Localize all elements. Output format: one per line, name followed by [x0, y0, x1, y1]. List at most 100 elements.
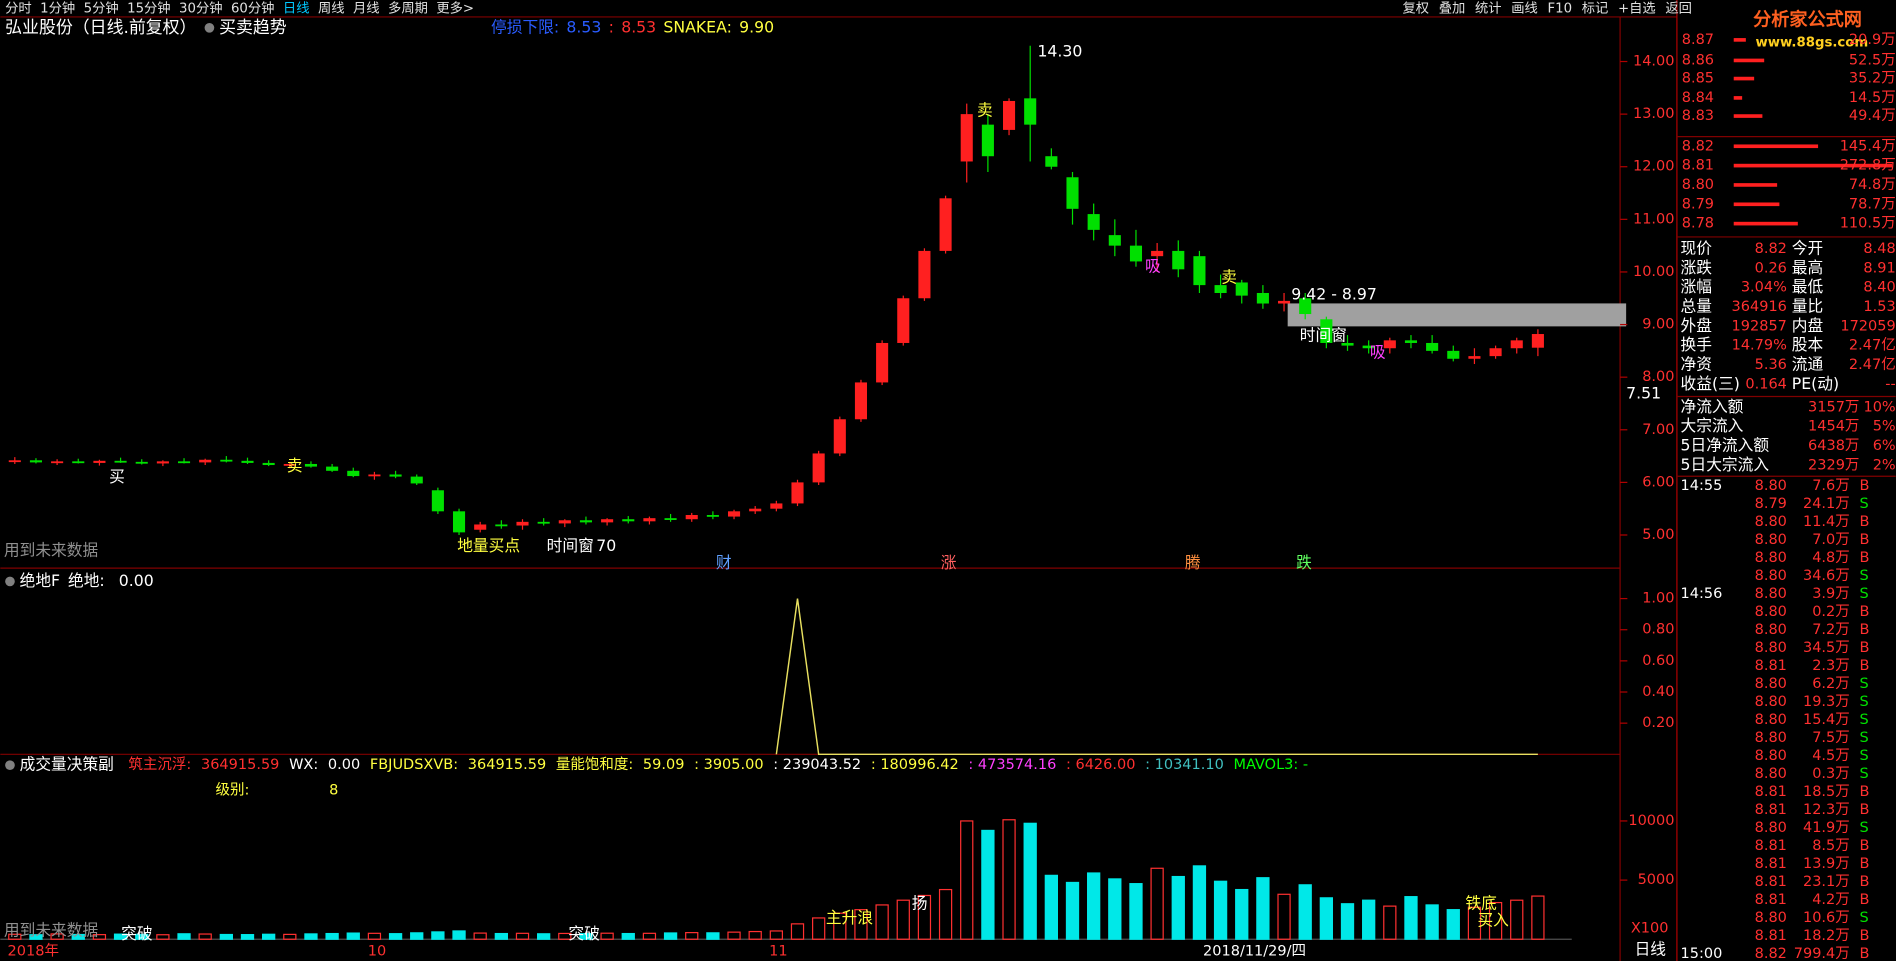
- tick-side: S: [1859, 748, 1868, 764]
- volume-bar: [1235, 888, 1249, 940]
- tick-price: 8.80: [1755, 694, 1787, 710]
- menu-item[interactable]: 15分钟: [127, 0, 170, 16]
- toolbar-item[interactable]: +自选: [1618, 0, 1656, 16]
- toolbar-item[interactable]: 叠加: [1439, 0, 1466, 16]
- tick-side: B: [1859, 856, 1869, 872]
- flow-percent: 10%: [1863, 399, 1895, 415]
- quote-label: 股本: [1792, 335, 1824, 354]
- volume-bar: [113, 933, 128, 940]
- volume-bar: [1340, 903, 1355, 940]
- tick-volume: 2.3万: [1812, 658, 1850, 674]
- volume-stat: 筑主沉浮:: [128, 756, 191, 773]
- quote-label: 外盘: [1681, 316, 1712, 335]
- tick-side: S: [1859, 676, 1868, 692]
- candle-body: [177, 461, 191, 464]
- candle-body: [1256, 292, 1269, 304]
- x-axis-label: 11: [769, 943, 787, 959]
- menu-item[interactable]: 周线: [318, 0, 345, 16]
- toolbar-item[interactable]: 画线: [1511, 0, 1538, 16]
- tick-volume: 7.6万: [1812, 478, 1850, 494]
- tick-time: 15:00: [1681, 946, 1723, 961]
- chart-annotation: 买: [109, 467, 125, 486]
- tick-side: S: [1859, 694, 1868, 710]
- volume-bar: [410, 932, 424, 940]
- tick-volume: 0.2万: [1812, 604, 1850, 620]
- y-tick-label: 10.00: [1633, 264, 1675, 280]
- candle-body: [981, 124, 994, 157]
- candle-body: [833, 419, 846, 454]
- candle-body: [1299, 298, 1312, 315]
- volume-bar: [1383, 905, 1397, 940]
- candle-body: [1489, 348, 1502, 357]
- tick-side: B: [1859, 478, 1869, 494]
- tick-price: 8.80: [1755, 550, 1787, 566]
- volume-stat: : 239043.52: [773, 757, 861, 773]
- menu-item[interactable]: 月线: [353, 0, 380, 16]
- volume-bar: [29, 934, 43, 940]
- volume-bar: [1023, 822, 1037, 940]
- candle-body: [1510, 340, 1523, 349]
- volume-bar: [515, 932, 530, 940]
- tick-side: S: [1859, 910, 1868, 926]
- tick-volume: 15.4万: [1803, 712, 1850, 728]
- volume-annotation: 用到未来数据: [4, 920, 99, 939]
- book-volume-bar: [1733, 183, 1778, 187]
- book-volume: 110.5万: [1840, 216, 1896, 232]
- candle-body: [558, 520, 571, 524]
- candle-body: [1362, 345, 1375, 349]
- volume-bar: [663, 932, 678, 940]
- candle-body: [474, 524, 487, 530]
- volume-stat: 0.00: [328, 757, 360, 773]
- y-tick-label: 13.00: [1633, 106, 1675, 122]
- volume-bar: [1171, 875, 1185, 940]
- menu-item[interactable]: 多周期: [388, 0, 428, 16]
- menu-item[interactable]: 30分钟: [179, 0, 222, 16]
- tick-price: 8.80: [1755, 640, 1787, 656]
- tick-side: B: [1859, 550, 1869, 566]
- volume-bar: [1425, 904, 1439, 940]
- volume-bar: [1510, 899, 1524, 940]
- toolbar-item[interactable]: 复权: [1403, 0, 1430, 16]
- volume-bar: [875, 904, 889, 940]
- flow-value: 1454万: [1808, 419, 1859, 435]
- tick-volume: 11.4万: [1803, 514, 1850, 530]
- candle-body: [304, 463, 318, 467]
- menu-item[interactable]: 分时: [5, 0, 32, 16]
- toolbar-item[interactable]: F10: [1548, 1, 1573, 16]
- toolbar-item[interactable]: 标记: [1582, 0, 1609, 16]
- menu-item[interactable]: 5分钟: [84, 0, 119, 16]
- candle-body: [685, 515, 698, 520]
- menu-item[interactable]: 60分钟: [231, 0, 274, 16]
- book-volume-bar: [1733, 96, 1743, 100]
- tick-side: S: [1859, 766, 1868, 782]
- volume-bar: [1319, 897, 1334, 940]
- tick-price: 8.81: [1755, 838, 1787, 854]
- flow-value: 6438万: [1808, 438, 1859, 454]
- tick-volume: 34.6万: [1803, 568, 1850, 584]
- chart-annotation: 吸: [1370, 342, 1386, 361]
- volume-stat: : 10341.10: [1145, 757, 1224, 773]
- candle-body: [326, 466, 339, 471]
- volume-bar: [50, 933, 64, 940]
- tick-side: B: [1859, 514, 1869, 530]
- volume-bar: [642, 932, 657, 940]
- menu-item[interactable]: 更多>: [436, 0, 474, 16]
- logo-url: www.88gs.com: [1755, 35, 1868, 50]
- toolbar-item[interactable]: 返回: [1665, 0, 1692, 16]
- candle-body: [220, 459, 233, 462]
- indicator-name[interactable]: 买卖趋势: [219, 17, 287, 37]
- volume-bar: [1108, 878, 1122, 940]
- volume-bar: [135, 933, 149, 940]
- menu-item[interactable]: 日线: [283, 0, 310, 16]
- book-volume-bar: [1733, 114, 1763, 118]
- candle-body: [516, 521, 529, 526]
- tick-volume: 23.1万: [1803, 874, 1850, 890]
- book-price: 8.85: [1682, 71, 1714, 87]
- menu-item[interactable]: 1分钟: [40, 0, 75, 16]
- quote-value: 8.91: [1863, 260, 1895, 276]
- volume-bar: [219, 933, 233, 940]
- book-volume: 20.9万: [1849, 32, 1896, 48]
- book-volume: 78.7万: [1849, 196, 1896, 212]
- toolbar-item[interactable]: 统计: [1475, 0, 1502, 16]
